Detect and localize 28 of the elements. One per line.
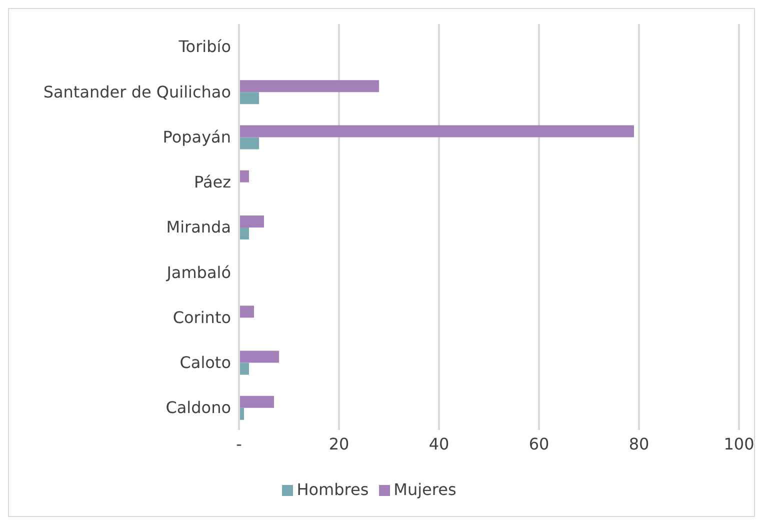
x-tick-label: 60	[528, 434, 550, 454]
bar	[239, 215, 264, 228]
bar	[239, 137, 259, 150]
x-tick-label: 20	[328, 434, 350, 454]
bar	[239, 125, 634, 138]
bar	[239, 396, 274, 408]
y-tick-label: Corinto	[172, 308, 231, 327]
y-tick-label: Popayán	[162, 127, 231, 146]
x-tick-label: -	[236, 434, 242, 454]
bar	[239, 80, 379, 92]
bar	[239, 306, 254, 318]
legend-label: Mujeres	[394, 480, 456, 499]
y-tick-label: Miranda	[166, 218, 231, 237]
x-tick-label: 100	[724, 434, 754, 454]
bar	[239, 350, 279, 363]
legend-label: Hombres	[296, 480, 369, 499]
y-tick-label: Caldono	[166, 398, 231, 418]
y-tick-label: Jambaló	[166, 262, 231, 282]
x-tick-label: 80	[628, 434, 650, 454]
bar	[239, 92, 259, 104]
y-tick-label: Caloto	[180, 353, 231, 372]
bar	[239, 362, 249, 375]
x-tick-label: 40	[428, 434, 450, 454]
y-tick-label: Toribío	[178, 37, 231, 56]
y-tick-label: Santander de Quilichao	[43, 82, 231, 102]
bar	[239, 227, 249, 240]
y-tick-label: Páez	[194, 172, 231, 192]
bar	[239, 170, 249, 182]
